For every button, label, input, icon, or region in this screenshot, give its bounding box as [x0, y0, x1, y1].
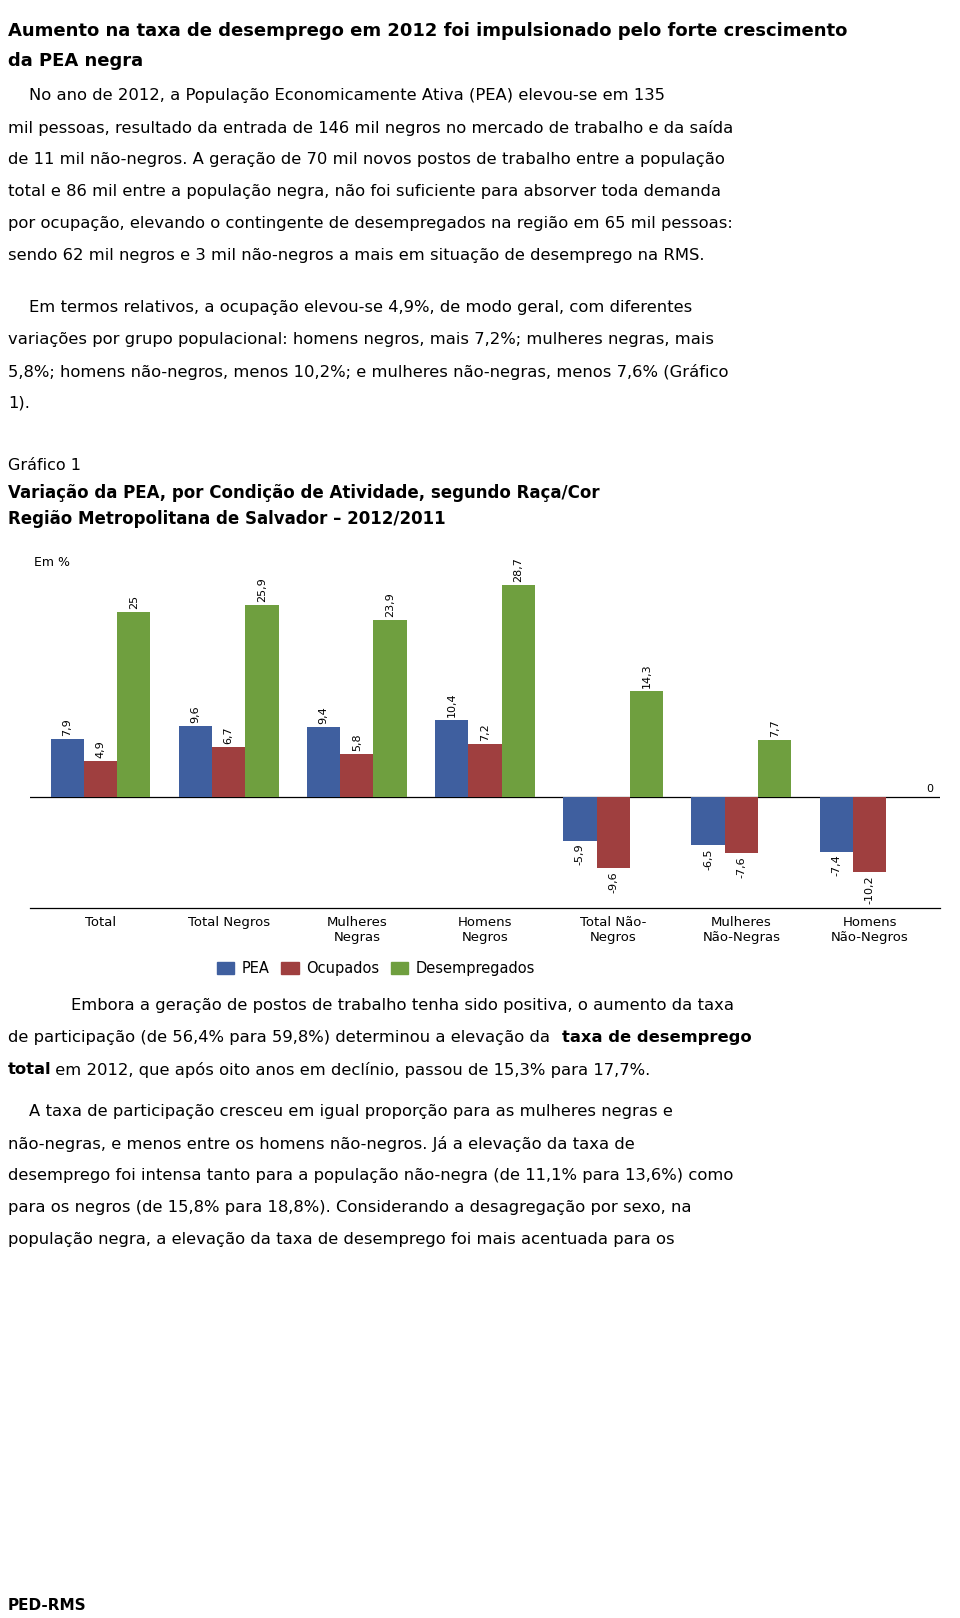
Text: da PEA negra: da PEA negra [8, 52, 143, 70]
Text: Gráfico 1: Gráfico 1 [8, 458, 81, 472]
Bar [307, 728, 340, 798]
Bar [435, 720, 468, 798]
Bar [630, 691, 663, 798]
Text: total: total [8, 1061, 52, 1078]
Text: 4,9: 4,9 [95, 739, 106, 757]
Text: para os negros (de 15,8% para 18,8%). Considerando a desagregação por sexo, na: para os negros (de 15,8% para 18,8%). Co… [8, 1201, 691, 1215]
Text: -7,4: -7,4 [831, 854, 841, 877]
Bar [820, 798, 852, 851]
Text: 9,4: 9,4 [319, 707, 328, 725]
Text: A taxa de participação cresceu em igual proporção para as mulheres negras e: A taxa de participação cresceu em igual … [8, 1103, 673, 1120]
Bar [691, 798, 725, 845]
Text: PED-RMS: PED-RMS [8, 1597, 86, 1613]
Text: -10,2: -10,2 [865, 875, 875, 904]
Bar [725, 798, 758, 853]
Text: Aumento na taxa de desemprego em 2012 foi impulsionado pelo forte crescimento: Aumento na taxa de desemprego em 2012 fo… [8, 23, 848, 40]
Bar [564, 798, 596, 841]
Bar [468, 744, 502, 798]
Text: 5,8: 5,8 [351, 733, 362, 751]
Text: 25,9: 25,9 [257, 578, 267, 602]
Text: 0: 0 [926, 785, 933, 794]
Text: -7,6: -7,6 [736, 856, 746, 879]
Text: 7,2: 7,2 [480, 723, 490, 741]
Bar [502, 584, 535, 798]
Bar [852, 798, 886, 872]
Bar [212, 748, 246, 798]
Text: 23,9: 23,9 [385, 592, 396, 616]
Bar [117, 612, 151, 798]
Text: 1).: 1). [8, 396, 30, 411]
Text: sendo 62 mil negros e 3 mil não-negros a mais em situação de desemprego na RMS.: sendo 62 mil negros e 3 mil não-negros a… [8, 248, 705, 264]
Text: Embora a geração de postos de trabalho tenha sido positiva, o aumento da taxa: Embora a geração de postos de trabalho t… [50, 998, 734, 1013]
Bar [373, 620, 407, 798]
Text: Em %: Em % [34, 557, 70, 570]
Text: -6,5: -6,5 [703, 848, 713, 869]
Text: Variação da PEA, por Condição de Atividade, segundo Raça/Cor: Variação da PEA, por Condição de Ativida… [8, 484, 600, 502]
Text: de 11 mil não-negros. A geração de 70 mil novos postos de trabalho entre a popul: de 11 mil não-negros. A geração de 70 mi… [8, 152, 725, 167]
Text: 25: 25 [129, 595, 139, 608]
Text: em 2012, que após oito anos em declínio, passou de 15,3% para 17,7%.: em 2012, que após oito anos em declínio,… [50, 1061, 650, 1078]
Text: 7,7: 7,7 [770, 720, 780, 738]
Text: de participação (de 56,4% para 59,8%) determinou a elevação da: de participação (de 56,4% para 59,8%) de… [8, 1031, 555, 1045]
Bar [179, 726, 212, 798]
Text: mil pessoas, resultado da entrada de 146 mil negros no mercado de trabalho e da : mil pessoas, resultado da entrada de 146… [8, 120, 733, 136]
Text: 28,7: 28,7 [514, 557, 523, 581]
Text: desemprego foi intensa tanto para a população não-negra (de 11,1% para 13,6%) co: desemprego foi intensa tanto para a popu… [8, 1168, 733, 1183]
Text: Em termos relativos, a ocupação elevou-se 4,9%, de modo geral, com diferentes: Em termos relativos, a ocupação elevou-s… [8, 299, 692, 316]
Bar [758, 739, 791, 798]
Text: taxa de desemprego: taxa de desemprego [562, 1031, 752, 1045]
Bar [340, 754, 373, 798]
Bar [246, 605, 278, 798]
Bar [84, 760, 117, 798]
Text: No ano de 2012, a População Economicamente Ativa (PEA) elevou-se em 135: No ano de 2012, a População Economicamen… [8, 87, 665, 104]
Text: não-negras, e menos entre os homens não-negros. Já a elevação da taxa de: não-negras, e menos entre os homens não-… [8, 1136, 635, 1152]
Text: 6,7: 6,7 [224, 726, 233, 744]
Text: -5,9: -5,9 [575, 843, 585, 866]
Bar [596, 798, 630, 867]
Text: total e 86 mil entre a população negra, não foi suficiente para absorver toda de: total e 86 mil entre a população negra, … [8, 184, 721, 199]
Bar [51, 738, 84, 798]
Text: 7,9: 7,9 [62, 718, 72, 736]
Text: variações por grupo populacional: homens negros, mais 7,2%; mulheres negras, mai: variações por grupo populacional: homens… [8, 332, 714, 346]
Text: 9,6: 9,6 [190, 705, 201, 723]
Text: por ocupação, elevando o contingente de desempregados na região em 65 mil pessoa: por ocupação, elevando o contingente de … [8, 215, 732, 231]
Text: 10,4: 10,4 [446, 693, 457, 717]
Text: população negra, a elevação da taxa de desemprego foi mais acentuada para os: população negra, a elevação da taxa de d… [8, 1231, 675, 1247]
Text: Região Metropolitana de Salvador – 2012/2011: Região Metropolitana de Salvador – 2012/… [8, 510, 445, 527]
Text: 14,3: 14,3 [641, 663, 652, 688]
Text: -9,6: -9,6 [609, 870, 618, 893]
Legend: PEA, Ocupados, Desempregados: PEA, Ocupados, Desempregados [211, 956, 540, 982]
Text: 5,8%; homens não-negros, menos 10,2%; e mulheres não-negras, menos 7,6% (Gráfico: 5,8%; homens não-negros, menos 10,2%; e … [8, 364, 729, 380]
